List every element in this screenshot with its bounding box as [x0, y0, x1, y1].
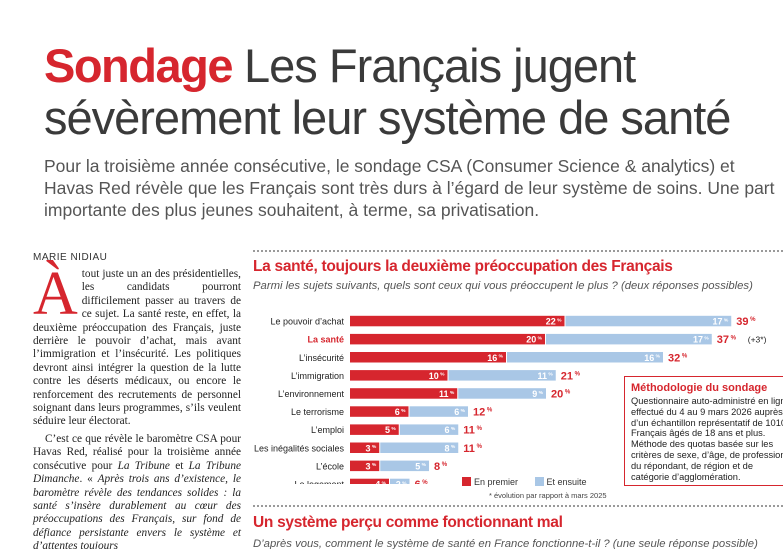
- article-paragraph-2: C’est ce que révèle le baromètre CSA pou…: [33, 433, 241, 549]
- data-label-then: 17 %: [712, 317, 728, 327]
- data-label-first: 11 %: [439, 389, 455, 399]
- article-text: . «: [79, 473, 98, 486]
- data-label-then: 6 %: [454, 407, 465, 417]
- total-label: 12 %: [473, 407, 493, 419]
- bar-then: [380, 460, 429, 472]
- category-label: La santé: [307, 335, 344, 345]
- publication-name: La Tribune: [117, 459, 170, 472]
- data-label-first: 20 %: [526, 335, 542, 345]
- total-label: 37 %: [717, 334, 737, 346]
- data-label-then: 11 %: [537, 371, 553, 381]
- data-label-first: 16 %: [487, 353, 503, 363]
- data-label-then: 16 %: [644, 353, 660, 363]
- section2-subtitle: D’après vous, comment le système de sant…: [253, 538, 758, 549]
- category-label: Le logement: [294, 479, 344, 484]
- category-label: L’insécurité: [299, 353, 344, 363]
- bar-first: [350, 388, 458, 399]
- category-label: L’immigration: [291, 371, 344, 381]
- category-label: Les inégalités sociales: [254, 443, 345, 453]
- section-divider: [253, 505, 783, 507]
- total-label: 21 %: [561, 370, 581, 382]
- total-label: 11 %: [463, 425, 482, 437]
- article-text: et: [169, 459, 189, 472]
- drop-cap: À: [33, 260, 78, 328]
- methodology-text: Questionnaire auto-administré en ligne e…: [631, 396, 783, 482]
- data-label-then: 5 %: [415, 461, 426, 471]
- headline: Sondage Les Français jugent sévèrement l…: [44, 40, 779, 144]
- headline-title: Les Français jugent sévèrement leur syst…: [44, 39, 731, 144]
- section-divider: [253, 250, 783, 252]
- bar-then: [390, 478, 410, 484]
- category-label: Le terrorisme: [291, 407, 344, 417]
- data-label-first: 5 %: [385, 425, 396, 435]
- bar-then: [546, 333, 712, 345]
- bar-first: [350, 406, 409, 417]
- bar-then: [448, 370, 556, 381]
- legend-swatch-then: [534, 477, 544, 486]
- data-label-then: 2 %: [396, 479, 407, 484]
- data-label-first: 3 %: [365, 443, 376, 453]
- bar-first: [350, 333, 545, 345]
- legend-item-then: Et ensuite: [534, 477, 587, 487]
- standfirst: Pour la troisième année consécutive, le …: [44, 156, 775, 220]
- methodology-title: Méthodologie du sondage: [631, 382, 768, 394]
- data-label-first: 22 %: [546, 317, 562, 327]
- bar-then: [458, 388, 546, 399]
- category-label: L’école: [316, 461, 344, 471]
- total-label: 6 %: [415, 479, 429, 484]
- legend-item-first: En premier: [462, 477, 518, 487]
- data-label-then: 17 %: [693, 335, 709, 345]
- bar-first: [350, 315, 565, 327]
- data-label-first: 3 %: [365, 461, 376, 471]
- total-label: 8 %: [434, 461, 448, 473]
- category-label: L’emploi: [311, 425, 344, 435]
- chart-subtitle: Parmi les sujets suivants, quels sont ce…: [253, 280, 753, 292]
- methodology-box: Méthodologie du sondage Questionnaire au…: [624, 376, 783, 486]
- data-label-first: 6 %: [395, 407, 406, 417]
- quote-text: Après trois ans d’existence, le baromètr…: [33, 473, 241, 549]
- bar-chart: Le pouvoir d’achat 22 % 17 % 39 % La santé 20…: [254, 315, 767, 484]
- legend-swatch-first: [462, 477, 471, 486]
- bar-first: [350, 370, 448, 381]
- headline-kicker: Sondage: [44, 39, 233, 92]
- total-label: 32 %: [668, 352, 688, 364]
- category-label: L’environnement: [278, 389, 345, 399]
- total-label: 20 %: [551, 388, 571, 400]
- bar-first: [350, 478, 389, 484]
- total-label: 11 %: [463, 443, 482, 455]
- data-label-first: 10 %: [429, 371, 445, 381]
- article-paragraph-1-text: tout juste un an des présidentielles, le…: [33, 268, 241, 428]
- data-label-then: 8 %: [444, 443, 455, 453]
- bar-first: [350, 460, 380, 472]
- bar-first: [350, 352, 506, 363]
- data-label-then: 9 %: [532, 389, 543, 399]
- total-label: 39 %: [736, 316, 756, 328]
- data-label-then: 6 %: [444, 425, 455, 435]
- publication-name: La Tribune Dimanche: [33, 459, 241, 486]
- chart-legend: En premier Et ensuite: [462, 477, 601, 487]
- bar-first: [350, 424, 399, 435]
- category-label: Le pouvoir d’achat: [270, 317, 344, 327]
- bar-then: [380, 442, 459, 453]
- legend-label-then: Et ensuite: [546, 477, 587, 487]
- chart-title: La santé, toujours la deuxième préoccupa…: [253, 258, 673, 275]
- byline: MARIE NIDIAU: [33, 252, 108, 263]
- bar-then: [409, 406, 468, 417]
- bar-then: [399, 424, 459, 435]
- bar-first: [350, 442, 380, 453]
- bar-then: [565, 315, 732, 327]
- chart-footnote: * évolution par rapport à mars 2025: [489, 491, 607, 500]
- section2-title: Un système perçu comme fonctionnant mal: [253, 514, 563, 531]
- evolution-annotation: (+3*): [748, 335, 767, 345]
- legend-label-first: En premier: [474, 477, 519, 487]
- article-text: C’est ce que révèle le baromètre CSA pou…: [33, 432, 241, 472]
- bar-then: [507, 352, 663, 363]
- data-label-first: 4 %: [375, 479, 386, 484]
